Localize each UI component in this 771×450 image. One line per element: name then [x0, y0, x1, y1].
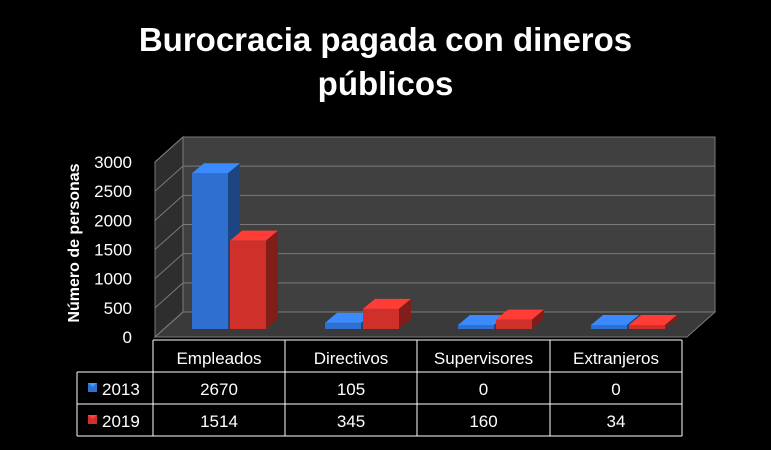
bar-top [496, 309, 544, 320]
bar-front [591, 325, 627, 329]
table-cell: 105 [337, 380, 365, 399]
bar-2019-directivos [363, 298, 411, 329]
table-header-extranjeros: Extranjeros [573, 349, 659, 368]
bar-front [325, 322, 361, 329]
y-axis-label: Número de personas [66, 163, 83, 322]
bar-top [230, 230, 278, 241]
gridline [154, 253, 715, 280]
chart-title-line-2: públicos [317, 65, 454, 102]
table-cell: 0 [611, 380, 620, 399]
bar-front [496, 319, 532, 329]
bar-front [363, 308, 399, 329]
y-tick-label: 500 [104, 299, 132, 318]
bar-front [192, 173, 228, 329]
bar-side [665, 315, 677, 329]
table-row-label-2013: 2013 [102, 380, 140, 399]
gridline [154, 224, 715, 250]
bars [192, 163, 677, 329]
bar-front [629, 325, 665, 329]
legend-key-highlight [88, 383, 97, 387]
chart-title: Burocracia pagada con dineros públicos [0, 18, 771, 106]
y-axis-ticks: 0 500 1000 1500 2000 2500 3000 [94, 153, 132, 347]
chart-title-line-1: Burocracia pagada con dineros [138, 21, 633, 58]
bar-top [325, 312, 373, 323]
table-cell: 1514 [200, 412, 238, 431]
legend-key-2013 [88, 383, 97, 392]
gridline [154, 165, 715, 192]
gridline [154, 194, 715, 221]
table-cell: 0 [479, 380, 488, 399]
table-cell: 160 [469, 412, 497, 431]
bar-2019-supervisores [496, 309, 544, 329]
bar-front [230, 240, 266, 329]
bar-top [363, 298, 411, 309]
bar-side [266, 230, 278, 329]
bar-side [399, 298, 411, 329]
y-tick-label: 3000 [94, 153, 132, 172]
data-table: Empleados Directivos Supervisores Extranjer… [76, 339, 683, 437]
y-tick-label: 2500 [94, 182, 132, 201]
table-cell: 345 [337, 412, 365, 431]
y-tick-label: 2000 [94, 211, 132, 230]
bar-top [458, 315, 506, 325]
table-header-directivos: Directivos [314, 349, 389, 368]
bar-2019-extranjeros [629, 315, 677, 329]
legend-key-2019 [88, 415, 97, 424]
bar-front [458, 325, 494, 329]
table-row-label-2019: 2019 [102, 412, 140, 431]
gridline [154, 136, 715, 163]
bar-side [532, 309, 544, 329]
legend-key-highlight [88, 415, 97, 419]
table-cell: 34 [607, 412, 626, 431]
bar-top [192, 163, 240, 174]
table-cell: 2670 [200, 380, 238, 399]
y-tick-label: 1000 [94, 270, 132, 289]
y-tick-label: 1500 [94, 241, 132, 260]
bar-top [629, 315, 677, 325]
bar-2019-empleados [230, 230, 278, 329]
gridline [154, 282, 715, 309]
table-header-empleados: Empleados [176, 349, 261, 368]
y-tick-label: 0 [123, 328, 132, 347]
table-header-supervisores: Supervisores [434, 349, 533, 368]
bar-top [591, 315, 639, 325]
